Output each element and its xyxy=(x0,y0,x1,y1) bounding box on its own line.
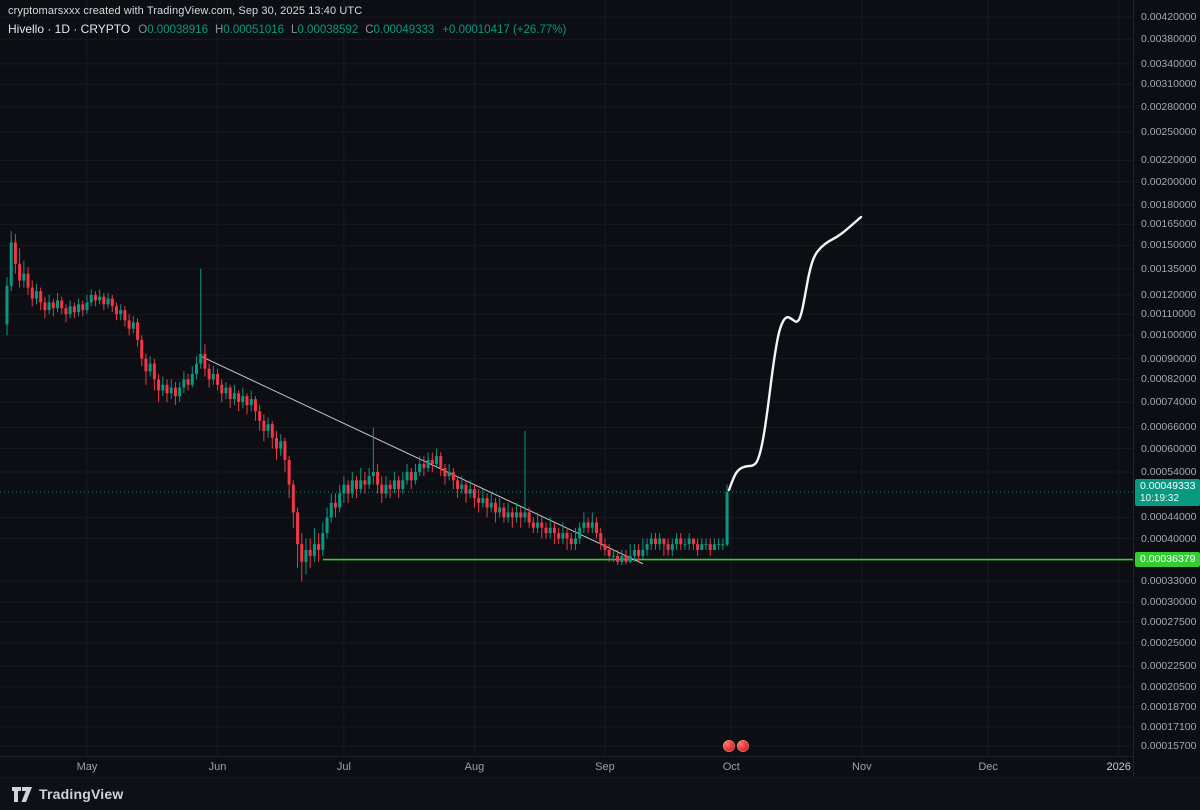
price-axis-label: 0.00100000 xyxy=(1141,329,1197,342)
grid-layer xyxy=(0,0,1133,756)
price-axis-label: 0.00044000 xyxy=(1141,511,1197,524)
time-axis-label: Jul xyxy=(336,761,351,773)
price-axis-label: 0.00090000 xyxy=(1141,352,1197,365)
price-axis-label: 0.00380000 xyxy=(1141,33,1197,46)
price-axis-label: 0.00280000 xyxy=(1141,100,1197,113)
high-value: 0.00051016 xyxy=(223,24,285,36)
high-label: H xyxy=(214,24,224,36)
footer-bar: TradingView xyxy=(0,777,1200,810)
bar-close-countdown: 10:19:32 xyxy=(1140,493,1179,505)
time-axis-label: Sep xyxy=(595,761,615,773)
chart-area[interactable]: cryptomarsxxx created with TradingView.c… xyxy=(0,0,1133,756)
price-axis-label: 0.00200000 xyxy=(1141,175,1197,188)
time-axis-label: Oct xyxy=(722,761,740,773)
price-axis-label: 0.00054000 xyxy=(1141,465,1197,478)
price-axis-label: 0.00060000 xyxy=(1141,442,1197,455)
open-label: O xyxy=(138,24,148,36)
trendline-drawing[interactable] xyxy=(200,355,644,565)
last-price-label: 0.00049333 10:19:32 xyxy=(1135,479,1200,507)
tradingview-logo-icon[interactable] xyxy=(12,786,32,802)
price-axis-label: 0.00027500 xyxy=(1141,615,1197,628)
close-label: C xyxy=(365,24,374,36)
symbol-title[interactable]: Hivello · 1D · CRYPTO xyxy=(8,22,131,36)
price-axis-label: 0.00066000 xyxy=(1141,421,1197,434)
low-label: L xyxy=(291,24,298,36)
open-value: 0.00038916 xyxy=(147,24,208,36)
price-axis[interactable]: 0.00049333 10:19:32 0.00036379 0.0042000… xyxy=(1133,0,1200,777)
price-axis-label: 0.00082000 xyxy=(1141,373,1197,386)
projection-curve-drawing[interactable] xyxy=(727,215,863,492)
time-axis[interactable]: May Jun Jul Aug Sep Oct Nov Dec 2026 xyxy=(0,756,1200,778)
close-value: 0.00049333 xyxy=(373,24,435,36)
price-axis-label: 0.00018700 xyxy=(1141,701,1197,714)
price-axis-label: 0.00150000 xyxy=(1141,239,1197,252)
price-chart-canvas[interactable] xyxy=(0,0,1133,756)
time-axis-label: Dec xyxy=(978,761,998,773)
chart-attribution: cryptomarsxxx created with TradingView.c… xyxy=(8,5,363,17)
chart-legend: cryptomarsxxx created with TradingView.c… xyxy=(8,5,566,36)
price-axis-label: 0.00030000 xyxy=(1141,596,1197,609)
price-axis-label: 0.00310000 xyxy=(1141,78,1197,91)
price-axis-label: 0.00025000 xyxy=(1141,636,1197,649)
price-axis-label: 0.00015700 xyxy=(1141,739,1197,752)
low-value: 0.00038592 xyxy=(297,24,359,36)
support-level-value: 0.00036379 xyxy=(1140,552,1196,565)
time-axis-label: Jun xyxy=(208,761,227,773)
price-axis-label: 0.00340000 xyxy=(1141,57,1197,70)
price-axis-label: 0.00180000 xyxy=(1141,198,1197,211)
price-axis-label: 0.00165000 xyxy=(1141,218,1197,231)
time-axis-label: May xyxy=(76,761,98,773)
red-circle-emoji xyxy=(737,740,749,752)
price-axis-label: 0.00020500 xyxy=(1141,680,1197,693)
last-price-value: 0.00049333 xyxy=(1140,480,1196,493)
support-level-label: 0.00036379 xyxy=(1135,551,1200,567)
time-axis-label: Nov xyxy=(852,761,872,773)
price-axis-label: 0.00420000 xyxy=(1141,11,1197,23)
price-axis-label: 0.00040000 xyxy=(1141,532,1197,545)
price-axis-label: 0.00135000 xyxy=(1141,262,1197,275)
time-axis-label: 2026 xyxy=(1106,761,1131,773)
price-axis-label: 0.00120000 xyxy=(1141,288,1197,301)
price-axis-label: 0.00017100 xyxy=(1141,721,1197,734)
price-axis-label: 0.00220000 xyxy=(1141,154,1197,167)
red-circle-stickers[interactable] xyxy=(723,740,749,752)
time-axis-label: Aug xyxy=(464,761,485,773)
price-axis-label: 0.00074000 xyxy=(1141,396,1197,409)
price-axis-label: 0.00022500 xyxy=(1141,660,1197,673)
symbol-info-row: Hivello · 1D · CRYPTO O0.00038916 H0.000… xyxy=(8,22,566,36)
price-axis-label: 0.00250000 xyxy=(1141,126,1197,139)
ohlc-values: O0.00038916 H0.00051016 L0.00038592 C0.0… xyxy=(138,24,434,36)
tradingview-wordmark[interactable]: TradingView xyxy=(39,786,124,802)
candles-layer[interactable] xyxy=(5,231,729,582)
red-circle-emoji xyxy=(723,740,735,752)
price-axis-label: 0.00110000 xyxy=(1141,308,1196,321)
price-change: +0.00010417 (+26.77%) xyxy=(442,24,567,36)
price-axis-label: 0.00033000 xyxy=(1141,575,1197,588)
